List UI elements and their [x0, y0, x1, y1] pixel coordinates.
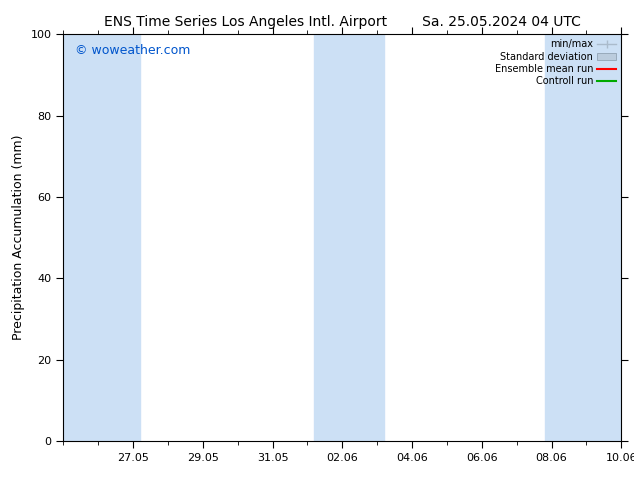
Y-axis label: Precipitation Accumulation (mm): Precipitation Accumulation (mm): [12, 135, 25, 341]
Bar: [63, 34, 140, 441]
Title: ENS Time Series Los Angeles Intl. Airport        Sa. 25.05.2024 04 UTC: ENS Time Series Los Angeles Intl. Airpor…: [104, 15, 581, 29]
Legend: min/max, Standard deviation, Ensemble mean run, Controll run: min/max, Standard deviation, Ensemble me…: [493, 37, 618, 88]
Bar: [314, 34, 384, 441]
Bar: [545, 34, 621, 441]
Text: © woweather.com: © woweather.com: [75, 45, 190, 57]
